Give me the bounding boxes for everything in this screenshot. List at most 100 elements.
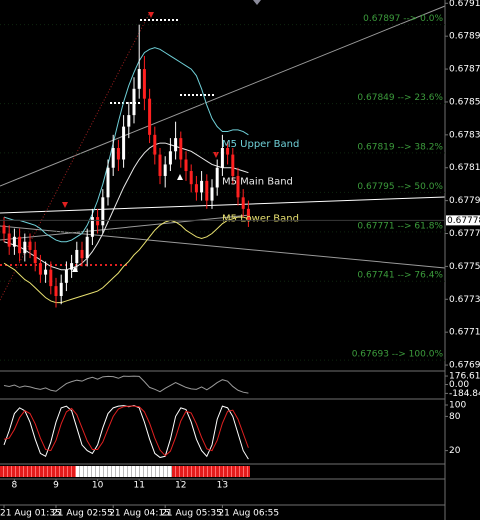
fib-label: 0.67693 --> 100.0% [352,350,444,360]
indicator-line [3,405,249,460]
trend-line [0,5,446,187]
candle-body [85,236,89,259]
candle-body [49,269,53,287]
candle-body [122,126,126,160]
legend-label: M5 Main Band [222,177,293,188]
band-line [3,216,249,304]
candle-body [80,249,84,259]
sub-x-tick-label: 11 [133,481,144,491]
sub-x-tick-label: 10 [92,481,104,491]
strip-segment [172,466,250,477]
candle-body [142,69,146,99]
candle-body [64,269,68,283]
y-tick-label: 176.6154 [449,372,480,382]
trend-lines [0,0,446,301]
x-tick-label: 21 Aug 01:35 [0,509,61,519]
candle-body [241,197,245,209]
candle-body [106,167,110,198]
candle-body [23,241,27,254]
candle-body [179,138,183,160]
fib-label: 0.67819 --> 38.2% [357,142,443,152]
candle-body [189,171,193,185]
panel-frame [0,0,446,520]
y-tick-label: 0.00 [449,380,469,390]
candle-body [215,167,219,188]
candle-body [90,217,94,237]
y-tick-label: 20 [449,446,461,456]
candle-body [111,148,115,168]
candle-body [18,236,22,254]
fib-label: 0.67849 --> 23.6% [357,93,443,103]
x-tick-label: 21 Aug 04:15 [109,509,170,519]
candle-body [168,151,172,165]
candle-body [12,236,16,247]
legend-label: M5 Upper Band [222,139,299,150]
y-tick-label: -184.8418 [449,389,480,399]
candle-body [38,263,42,275]
color-strip [0,466,250,477]
candle-body [70,263,74,270]
fib-label: 0.67741 --> 76.4% [357,271,443,281]
candle-body [137,69,141,89]
candle-body [7,233,11,247]
candle-body [75,249,79,264]
candle-body [101,197,105,226]
arrow [62,202,68,208]
legend-label: M5 Lower Band [222,214,299,225]
candle-body [246,208,250,221]
scroll-marker [253,0,261,5]
x-tick-label: 21 Aug 02:55 [52,509,113,519]
indicator-line [3,405,249,457]
y-tick-label: 100 [449,401,466,411]
fib-label: 0.67897 --> 0.0% [363,14,443,24]
candle-body [220,148,224,168]
candle-body [174,138,178,152]
band-line [3,47,249,243]
candle-body [54,286,58,296]
candle-body [163,164,167,176]
candle-body [2,225,6,234]
candle-body [148,98,152,135]
strip-segment [0,466,76,477]
candle-body [44,269,48,275]
candle-body [184,159,188,172]
candle-body [153,134,157,155]
indicator-line [3,375,249,394]
sub-x-tick-label: 13 [217,481,228,491]
candle-body [28,241,32,250]
arrow [177,174,183,180]
candle-body [231,154,235,176]
candle-body [158,154,162,176]
candle-body [132,88,136,116]
sub-x-tick-label: 9 [53,481,59,491]
price-label: 0.67778 [447,216,480,226]
x-tick-label: 21 Aug 05:35 [161,509,222,519]
trend-line [0,214,251,241]
price-box [446,215,480,226]
candle-body [205,180,209,201]
candle-body [226,148,230,155]
candle-body [127,115,131,127]
candle-body [96,217,100,226]
x-tick-label: 21 Aug 06:55 [218,509,279,519]
y-tick-label: 80 [449,412,461,422]
trend-line [0,11,151,301]
candle-body [236,175,240,198]
fib-label: 0.67795 --> 50.0% [357,182,443,192]
sub-x-tick-label: 8 [12,481,18,491]
arrow [148,12,154,18]
arrow [213,152,219,158]
